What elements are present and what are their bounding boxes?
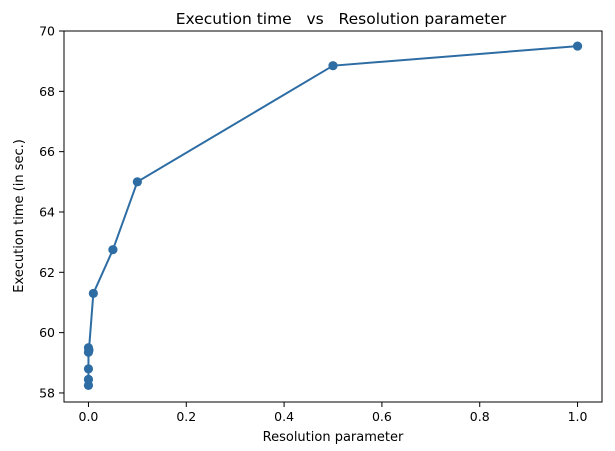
y-tick-label: 64 — [39, 204, 55, 219]
y-tick-label: 60 — [39, 325, 55, 340]
x-axis-label: Resolution parameter — [263, 430, 404, 445]
x-tick-label: 0.2 — [176, 409, 196, 424]
x-tick-label: 1.0 — [568, 409, 588, 424]
y-tick-label: 58 — [39, 385, 55, 400]
y-tick-label: 66 — [39, 144, 55, 159]
x-tick-label: 0.0 — [79, 409, 99, 424]
data-point — [84, 345, 94, 355]
x-tick-label: 0.4 — [274, 409, 294, 424]
y-tick-label: 68 — [39, 84, 55, 99]
chart-title: Execution time vs Resolution parameter — [176, 10, 507, 28]
data-point — [88, 288, 98, 299]
x-tick-label: 0.6 — [372, 409, 392, 424]
y-axis-label: Execution time (in sec.) — [12, 139, 27, 293]
data-point — [83, 374, 94, 384]
x-axis: 0.0 0.2 0.4 0.6 0.8 1.0 — [79, 402, 588, 424]
series-points — [83, 41, 583, 391]
y-tick-label: 62 — [39, 265, 55, 280]
x-tick-label: 0.8 — [470, 409, 490, 424]
data-point — [132, 177, 142, 187]
data-point — [83, 364, 94, 374]
series-line — [87, 45, 578, 386]
data-point — [328, 61, 338, 71]
y-tick-label: 70 — [39, 24, 55, 39]
data-point — [572, 41, 583, 51]
data-point — [108, 245, 118, 255]
plot-frame — [63, 30, 603, 403]
y-axis: 58 60 62 64 66 68 70 — [39, 24, 64, 400]
